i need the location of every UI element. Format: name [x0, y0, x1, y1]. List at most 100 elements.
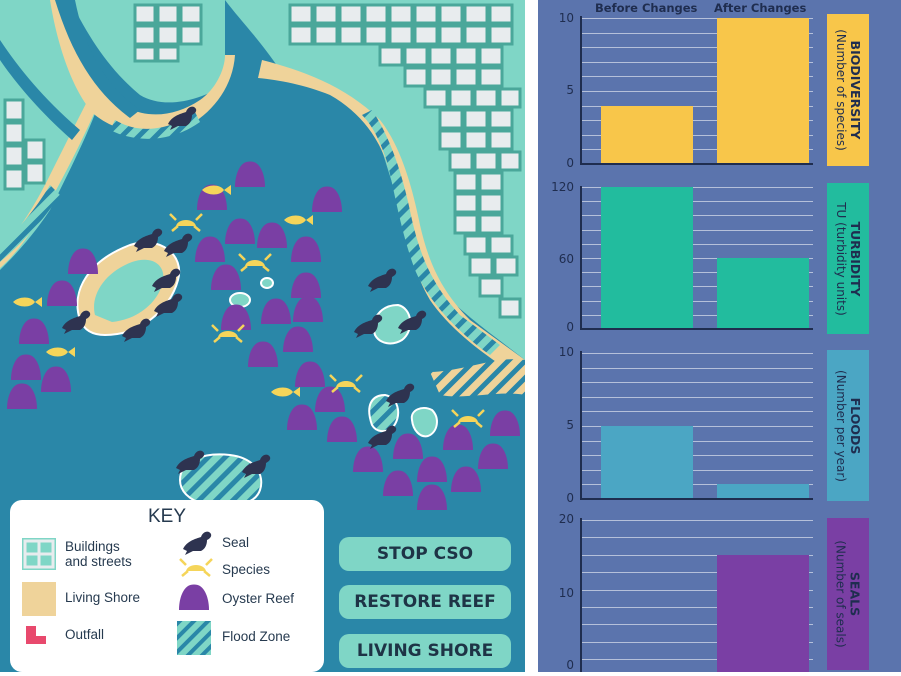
- gridline: [580, 272, 813, 273]
- floods-tick-top: 10: [558, 345, 574, 359]
- turbidity-tick-top: 120: [551, 180, 574, 194]
- outfall-icon: [26, 626, 46, 644]
- gridline: [580, 520, 813, 521]
- turbidity-label-tab: TURBIDITY TU (turbidity units): [827, 183, 869, 334]
- seals-tick-zero: 0: [566, 658, 574, 672]
- gridline: [580, 353, 813, 354]
- gridline: [580, 91, 813, 92]
- living-shore-swatch: [22, 582, 56, 616]
- seal-icon: [183, 531, 212, 555]
- seals-label-tab: SEALS (Number of seals): [827, 518, 869, 670]
- biodiversity-bar-before: [601, 105, 693, 164]
- oyster-reef-icon: [179, 584, 209, 610]
- turbidity-unit: TU (turbidity units): [834, 201, 848, 316]
- biodiversity-bar-after: [717, 18, 809, 164]
- results-panel: Before Changes After Changes 10 5 0 BIOD…: [538, 0, 901, 672]
- floods-tick-mid: 5: [566, 418, 574, 432]
- after-changes-header: After Changes: [714, 1, 807, 15]
- gridline: [580, 120, 813, 121]
- biodiversity-title: BIODIVERSITY: [848, 40, 863, 140]
- gridline: [580, 301, 813, 302]
- key-label-oyster-reef: Oyster Reef: [222, 591, 295, 606]
- gridline: [580, 201, 813, 202]
- species-icon: [179, 558, 213, 577]
- gridline: [580, 315, 813, 316]
- turbidity-bar-after: [717, 258, 809, 329]
- key-label-living-shore: Living Shore: [65, 590, 141, 605]
- seals-tick-mid: 10: [558, 586, 574, 600]
- gridline: [580, 624, 813, 625]
- seals-title: SEALS: [848, 571, 863, 617]
- gridline: [580, 18, 813, 19]
- floods-title: FLOODS: [848, 397, 863, 454]
- gridline: [580, 62, 813, 63]
- floods-bar-after: [717, 484, 809, 499]
- gridline: [580, 230, 813, 231]
- floods-unit: (Number per year): [834, 369, 848, 482]
- gridline: [580, 590, 813, 591]
- seals-unit: (Number of seals): [834, 540, 848, 648]
- gridline: [580, 411, 813, 412]
- seals-y-axis: [580, 518, 582, 672]
- turbidity-title: TURBIDITY: [848, 220, 863, 297]
- gridline: [580, 455, 813, 456]
- floods-bar-before: [601, 426, 693, 499]
- key-label-flood-zone: Flood Zone: [222, 629, 291, 644]
- gridline: [580, 537, 813, 538]
- gridline: [580, 382, 813, 383]
- seals-tick-top: 20: [558, 512, 574, 526]
- key-label-species: Species: [222, 562, 271, 577]
- seals-gridlines: [580, 520, 813, 672]
- turbidity-y-axis: [580, 186, 582, 329]
- gridline: [580, 555, 813, 556]
- biodiversity-y-axis: [580, 16, 582, 164]
- gridline: [580, 33, 813, 34]
- gridline: [580, 244, 813, 245]
- gridline: [580, 76, 813, 77]
- gridline: [580, 215, 813, 216]
- biodiversity-unit: (Number of species): [834, 29, 848, 151]
- gridline: [580, 659, 813, 660]
- floods-y-axis: [580, 351, 582, 499]
- gridline: [580, 149, 813, 150]
- turbidity-x-axis: [580, 328, 813, 330]
- seals-bar-after: [717, 554, 809, 672]
- gridline: [580, 607, 813, 608]
- gridline: [580, 572, 813, 573]
- gridline: [580, 397, 813, 398]
- buildings-icon: [22, 538, 56, 570]
- biodiversity-tick-zero: 0: [566, 156, 574, 170]
- gridline: [580, 441, 813, 442]
- stop-cso-button[interactable]: STOP CSO: [339, 537, 511, 571]
- floods-tick-zero: 0: [566, 491, 574, 505]
- before-changes-header: Before Changes: [595, 1, 698, 15]
- key-label-seal: Seal: [222, 535, 250, 550]
- gridline: [580, 484, 813, 485]
- map-key: KEY Buildings and streets Living Shore O…: [10, 500, 324, 672]
- gridline: [580, 135, 813, 136]
- gridline: [580, 258, 813, 259]
- turbidity-tick-zero: 0: [566, 320, 574, 334]
- biodiversity-x-axis: [580, 163, 813, 165]
- key-label-buildings: Buildings and streets: [65, 539, 132, 569]
- biodiversity-tick-top: 10: [558, 11, 574, 25]
- gridline: [580, 187, 813, 188]
- floods-label-tab: FLOODS (Number per year): [827, 350, 869, 501]
- divider: [525, 0, 538, 672]
- flood-zone-icon: [177, 621, 211, 655]
- gridline: [580, 470, 813, 471]
- turbidity-tick-mid: 60: [558, 252, 574, 266]
- biodiversity-tick-mid: 5: [566, 83, 574, 97]
- floods-x-axis: [580, 498, 813, 500]
- gridline: [580, 47, 813, 48]
- turbidity-bar-before: [601, 187, 693, 329]
- restore-reef-button[interactable]: RESTORE REEF: [339, 585, 511, 619]
- gridline: [580, 286, 813, 287]
- gridline: [580, 642, 813, 643]
- living-shore-button[interactable]: LIVING SHORE: [339, 634, 511, 668]
- biodiversity-label-tab: BIODIVERSITY (Number of species): [827, 14, 869, 166]
- key-label-outfall: Outfall: [65, 627, 105, 642]
- gridline: [580, 106, 813, 107]
- key-title: KEY: [148, 506, 187, 527]
- gridline: [580, 368, 813, 369]
